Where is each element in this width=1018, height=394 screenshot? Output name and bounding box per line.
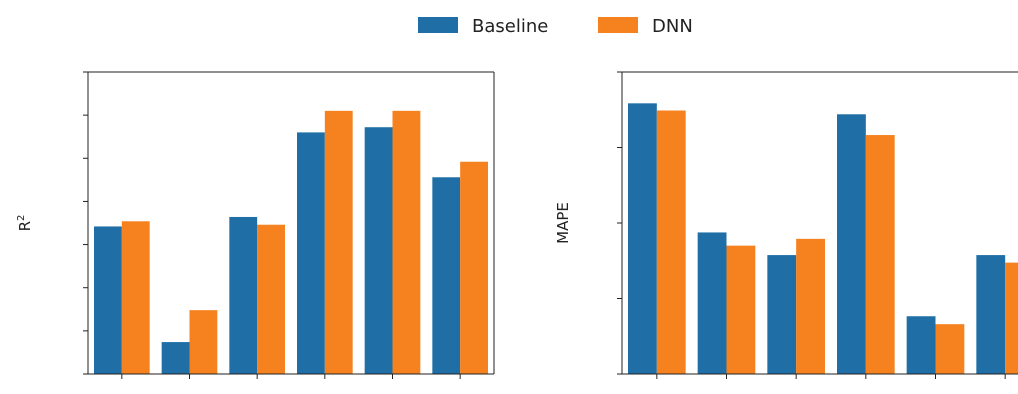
r2-y-axis-title: R2 [16,215,34,232]
legend-swatch-baseline [418,17,458,33]
r2-y-axis-title-superscript: 2 [16,215,27,221]
mape-y-axis-title-text: MAPE [554,202,572,244]
r2-bar-dnn-2018 [189,310,218,374]
r2-bar-chart: R2 [16,71,495,379]
r2-bar-baseline-2018 [161,342,190,374]
r2-bar-baseline-2017 [94,226,122,374]
mape-bar-baseline-2022 [976,255,1006,374]
mape-bar-baseline-2017 [628,103,657,375]
mape-bar-dnn-2018 [726,245,756,374]
r2-bar-dnn-2021 [392,110,421,374]
legend: Baseline DNN [418,16,693,37]
mape-bar-baseline-2020 [837,114,866,374]
r2-bar-dnn-2022 [460,161,488,374]
r2-bar-dnn-2017 [121,221,150,374]
r2-bar-baseline-2020 [297,132,325,374]
r2-bar-baseline-2022 [432,177,461,374]
r2-bar-dnn-2020 [324,110,353,374]
mape-y-axis-title: MAPE [554,202,572,244]
mape-bar-baseline-2021 [906,316,936,374]
r2-bar-baseline-2019 [229,216,258,374]
legend-label-dnn: DNN [652,16,693,37]
legend-label-baseline: Baseline [472,16,548,37]
mape-bar-baseline-2018 [697,232,727,374]
r2-bar-baseline-2021 [364,127,393,374]
mape-bar-dnn-2017 [656,110,686,374]
mape-bar-dnn-2022 [1005,262,1018,374]
mape-bar-chart: MAPE [554,71,1018,379]
mape-bar-baseline-2019 [767,255,797,374]
legend-swatch-dnn [598,17,638,33]
mape-bar-dnn-2021 [935,324,965,374]
r2-y-axis-title-text: R [16,221,34,231]
r2-bar-dnn-2019 [257,224,285,374]
mape-bar-dnn-2019 [796,238,825,374]
mape-bar-dnn-2020 [865,135,895,374]
